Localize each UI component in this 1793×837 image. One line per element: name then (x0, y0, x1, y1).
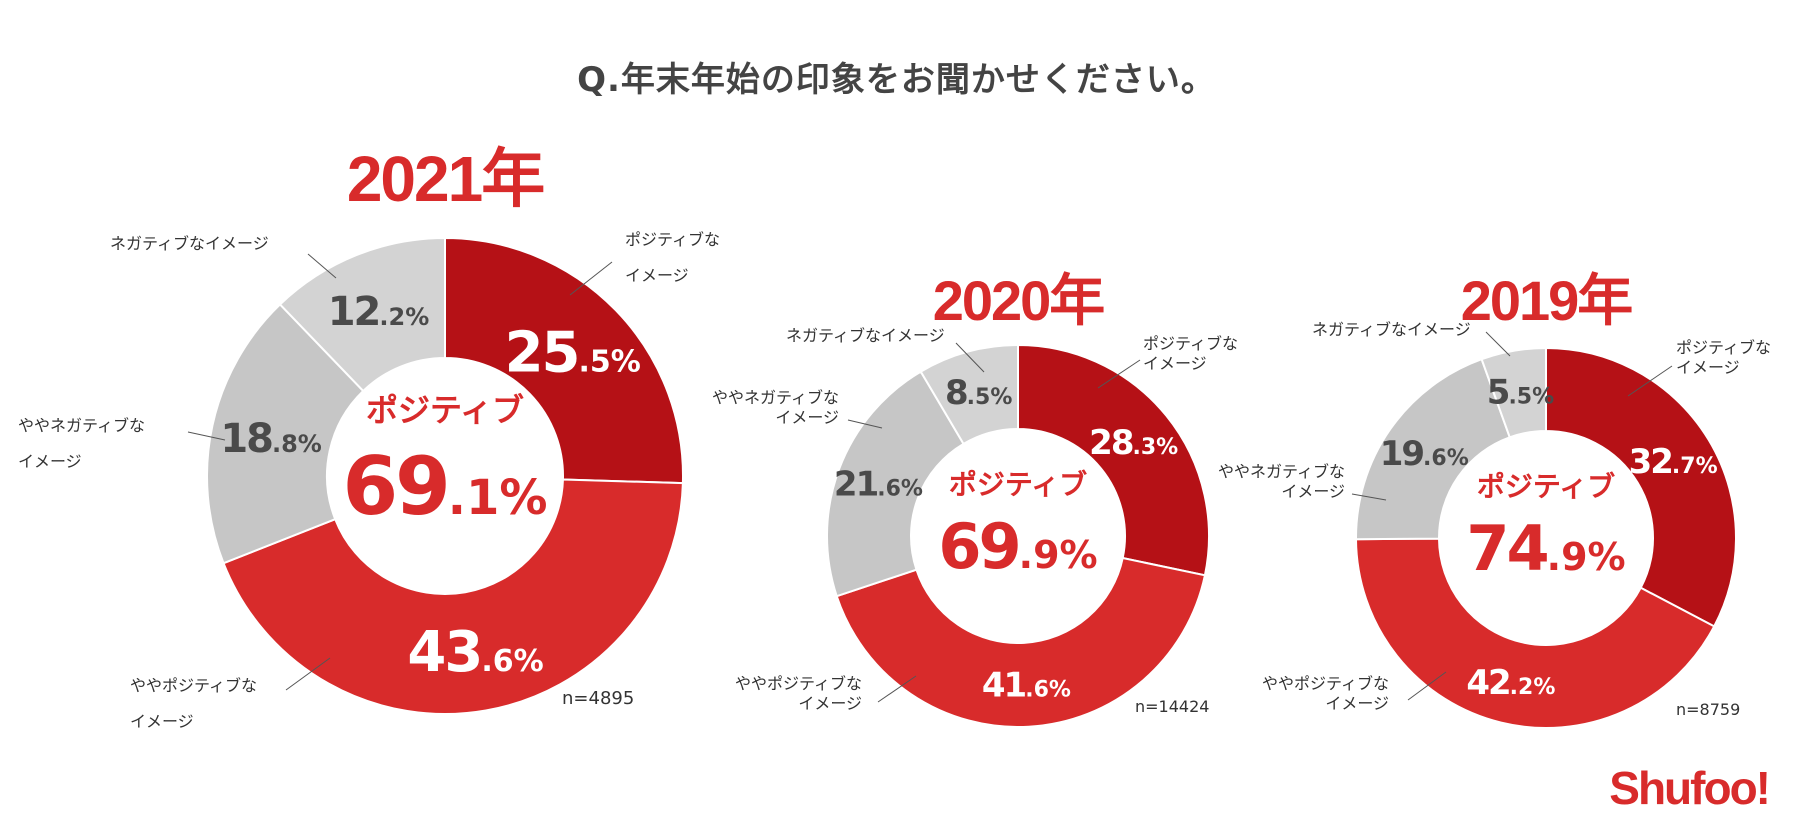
leader-line-somewhat-negative (847, 419, 883, 429)
slice-value-label-somewhat-positive: 41.6% (982, 666, 1071, 706)
center-value: 69.1% (342, 440, 547, 533)
sample-size-label: n=14424 (1135, 697, 1210, 716)
center-label: ポジティブ (949, 468, 1087, 501)
category-label-positive: ポジティブな イメージ (625, 230, 721, 285)
slice-somewhat-positive (1354, 537, 1716, 729)
shufoo-logo: Shufoo! (1609, 762, 1771, 814)
category-label-positive: ポジティブな イメージ (1143, 334, 1239, 373)
slice-positive (1545, 346, 1737, 628)
leader-line-negative (307, 253, 337, 279)
slice-value-label-somewhat-positive: 43.6% (407, 620, 543, 685)
category-label-somewhat-positive: ややポジティブな イメージ (735, 674, 863, 713)
slice-somewhat-negative (206, 303, 365, 565)
leader-line-somewhat-positive (1407, 671, 1447, 701)
slice-somewhat-positive (222, 478, 684, 715)
leader-line-positive (569, 261, 613, 296)
category-label-somewhat-negative: ややネガティブな イメージ (18, 416, 146, 471)
slice-value-label-somewhat-negative: 21.6% (834, 465, 923, 505)
slice-value-label-positive: 25.5% (505, 321, 641, 386)
slice-somewhat-negative (1354, 357, 1512, 541)
category-label-somewhat-positive: ややポジティブな イメージ (1262, 674, 1390, 713)
sample-size-label: n=4895 (562, 688, 635, 709)
chart-title-2021: 2021年 (346, 143, 545, 215)
slice-value-label-negative: 5.5% (1487, 373, 1554, 413)
leader-line-negative (1485, 331, 1511, 357)
slice-somewhat-positive (835, 556, 1207, 728)
leader-line-somewhat-positive (285, 657, 331, 691)
slice-value-label-somewhat-negative: 18.8% (220, 416, 322, 462)
leader-line-negative (955, 342, 985, 373)
slice-positive (1017, 343, 1210, 577)
slice-negative (1480, 346, 1547, 439)
slice-value-label-somewhat-negative: 19.6% (1380, 434, 1469, 474)
leader-line-somewhat-negative (1351, 493, 1387, 501)
slice-somewhat-negative (826, 370, 965, 598)
chart-title-2019: 2019年 (1460, 269, 1634, 332)
center-value: 69.9% (938, 510, 1097, 583)
category-label-somewhat-negative: ややネガティブな イメージ (712, 388, 840, 427)
category-label-negative: ネガティブなイメージ (110, 234, 269, 253)
center-value: 74.9% (1466, 512, 1625, 585)
slice-value-label-positive: 28.3% (1089, 423, 1178, 463)
slice-positive (444, 236, 684, 485)
center-label: ポジティブ (366, 391, 524, 429)
leader-line-positive (1097, 359, 1141, 389)
slice-value-label-negative: 12.2% (328, 289, 430, 335)
leader-line-positive (1627, 365, 1673, 397)
slice-value-label-somewhat-positive: 42.2% (1466, 663, 1555, 703)
chart-title-2020: 2020年 (932, 269, 1106, 332)
category-label-positive: ポジティブな イメージ (1676, 338, 1772, 377)
leader-line-somewhat-negative (187, 431, 226, 441)
slice-value-label-negative: 8.5% (945, 373, 1012, 413)
page-title: Q.年末年始の印象をお聞かせください。 (577, 60, 1216, 100)
category-label-negative: ネガティブなイメージ (1312, 320, 1471, 339)
sample-size-label: n=8759 (1676, 700, 1741, 719)
leader-line-somewhat-positive (877, 675, 917, 703)
center-label: ポジティブ (1477, 470, 1615, 503)
category-label-somewhat-negative: ややネガティブな イメージ (1218, 462, 1346, 501)
slice-value-label-positive: 32.7% (1629, 442, 1718, 482)
slice-negative (278, 236, 446, 393)
category-label-negative: ネガティブなイメージ (786, 326, 945, 345)
slice-negative (919, 343, 1019, 446)
category-label-somewhat-positive: ややポジティブな イメージ (130, 676, 258, 731)
